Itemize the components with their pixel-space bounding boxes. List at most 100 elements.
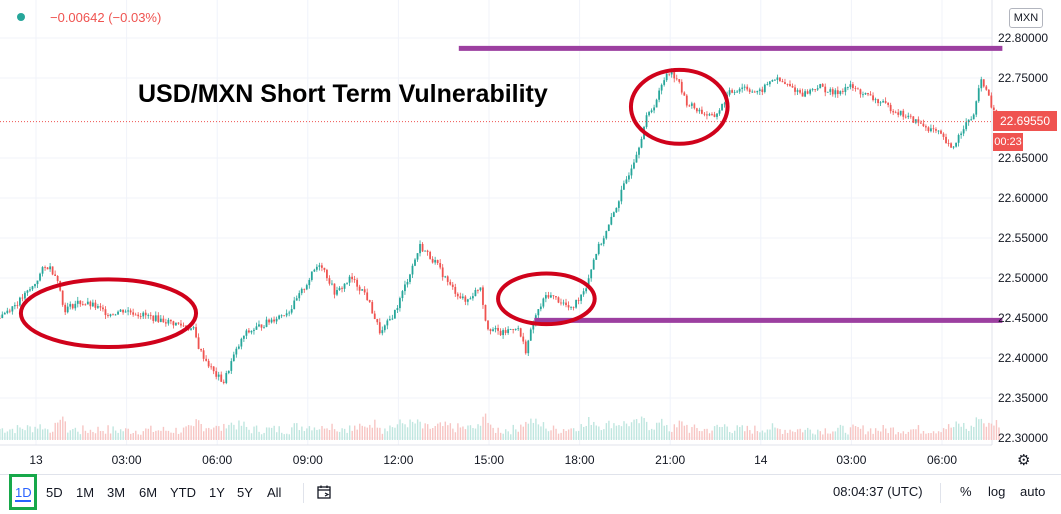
- range-button-all[interactable]: All: [267, 485, 282, 500]
- volume-bar: [892, 427, 894, 440]
- candle-body: [202, 350, 205, 359]
- candle-body: [904, 116, 907, 118]
- candle-body: [275, 318, 278, 322]
- calendar-range-icon[interactable]: [316, 484, 332, 500]
- candle-body: [572, 306, 575, 308]
- candle-body: [867, 93, 869, 95]
- candle-body: [172, 321, 175, 326]
- volume-bar: [678, 420, 681, 440]
- range-button-1y[interactable]: 1Y: [209, 485, 225, 500]
- volume-bar: [215, 425, 217, 440]
- volume-bar: [736, 425, 738, 440]
- utc-clock[interactable]: 08:04:37 (UTC): [833, 484, 923, 499]
- candle-body: [947, 143, 950, 144]
- candle-body: [872, 95, 874, 101]
- volume-bar: [693, 424, 696, 440]
- volume-bar: [650, 428, 653, 440]
- auto-scale-toggle[interactable]: auto: [1020, 484, 1046, 499]
- candle-body: [567, 305, 570, 308]
- candle-body: [283, 315, 286, 317]
- candle-body: [630, 168, 633, 176]
- toolbar-divider-right: [940, 483, 941, 503]
- volume-bar: [864, 434, 867, 440]
- volume-bar: [832, 431, 834, 440]
- candle-body: [721, 104, 723, 111]
- candle-body: [79, 300, 82, 305]
- settings-gear-icon[interactable]: ⚙: [1017, 452, 1031, 469]
- candle-body: [192, 327, 195, 329]
- candle-body: [547, 295, 550, 298]
- candle-body: [587, 278, 590, 289]
- range-button-6m[interactable]: 6M: [139, 485, 158, 500]
- volume-bar: [180, 432, 182, 440]
- candle-body: [461, 296, 464, 299]
- range-button-1d[interactable]: 1D: [15, 485, 32, 500]
- volume-bar: [932, 431, 935, 440]
- volume-bar: [230, 422, 233, 440]
- range-button-5y[interactable]: 5Y: [237, 485, 253, 500]
- candle-body: [439, 263, 442, 268]
- candle-body: [378, 322, 381, 334]
- candle-body: [97, 306, 99, 308]
- log-scale-toggle[interactable]: log: [988, 484, 1006, 499]
- volume-bar: [429, 428, 431, 440]
- volume-bar: [16, 425, 19, 440]
- candle-body: [353, 279, 356, 280]
- candle-body: [235, 348, 238, 355]
- candle-body: [746, 86, 749, 90]
- volume-bar: [119, 429, 122, 440]
- candle-body: [31, 286, 34, 290]
- volume-bar: [905, 433, 907, 440]
- candle-body: [386, 320, 389, 326]
- candle-body: [612, 212, 615, 217]
- candle-body: [655, 99, 658, 108]
- volume-bar: [162, 426, 165, 440]
- candle-body: [982, 79, 985, 87]
- volume-bar: [386, 431, 389, 440]
- volume-bar: [718, 426, 721, 440]
- volume-bar: [487, 422, 489, 440]
- candle-body: [142, 312, 145, 317]
- volume-bar: [316, 429, 318, 440]
- range-button-5d[interactable]: 5D: [46, 485, 63, 500]
- currency-badge[interactable]: MXN: [1009, 8, 1043, 28]
- candle-body: [46, 267, 49, 270]
- volume-bar: [298, 430, 301, 440]
- candle-body: [887, 102, 890, 105]
- candle-body: [487, 320, 489, 330]
- price-tick-label: 22.55000: [998, 231, 1049, 245]
- volume-bar: [555, 428, 557, 440]
- volume-bar: [917, 425, 920, 440]
- candle-body: [494, 328, 497, 330]
- range-button-3m[interactable]: 3M: [107, 485, 126, 500]
- volume-bar: [623, 421, 625, 440]
- volume-bar: [52, 431, 54, 440]
- volume-bar: [233, 424, 235, 440]
- volume-bar: [645, 421, 648, 440]
- candle-body: [197, 337, 200, 349]
- volume-bar: [185, 426, 187, 440]
- volume-bar: [653, 429, 655, 440]
- candle-body: [253, 329, 255, 331]
- volume-bar: [910, 429, 912, 440]
- percent-scale-toggle[interactable]: %: [960, 484, 972, 499]
- volume-bar: [260, 434, 263, 440]
- volume-bar: [44, 428, 46, 440]
- volume-bar: [409, 419, 411, 440]
- range-button-ytd[interactable]: YTD: [170, 485, 196, 500]
- candle-body: [718, 110, 721, 114]
- volume-bar: [323, 428, 326, 440]
- candle-body: [789, 84, 791, 87]
- range-button-1m[interactable]: 1M: [76, 485, 95, 500]
- volume-bar: [572, 428, 575, 440]
- volume-bar: [520, 424, 522, 440]
- candle-body: [957, 135, 960, 143]
- volume-bar: [706, 428, 708, 440]
- volume-bar: [62, 416, 64, 440]
- price-tick-label: 22.50000: [998, 271, 1049, 285]
- volume-bar: [585, 425, 587, 440]
- volume-bar: [79, 434, 82, 440]
- volume-bar: [560, 432, 562, 440]
